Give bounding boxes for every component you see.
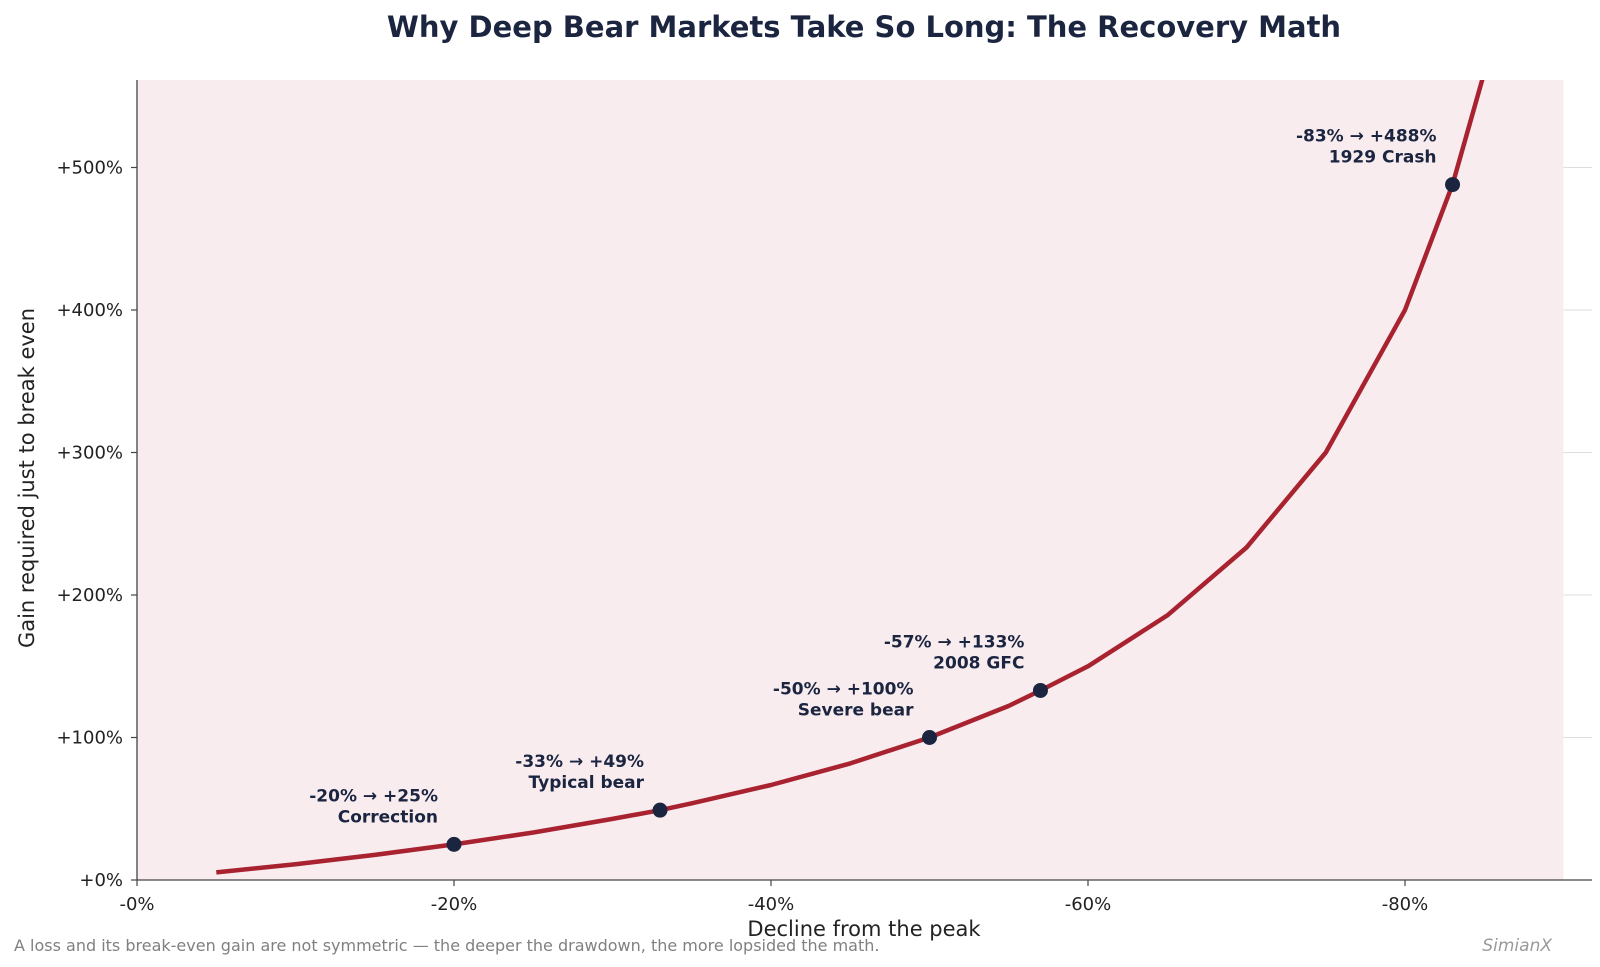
highlight-markers bbox=[446, 177, 1461, 852]
x-tick-label: -0% bbox=[119, 894, 154, 915]
highlight-point bbox=[922, 730, 937, 745]
annotation-event: Typical bear bbox=[529, 773, 645, 793]
annotation-change: -57% → +133% bbox=[884, 632, 1025, 652]
y-tick-label: +500% bbox=[56, 158, 123, 179]
tick-labels: -0% -20% -40% -60% -80% +0% +100% +200% +300% +40… bbox=[56, 158, 1428, 916]
break-even-line bbox=[216, 80, 1485, 875]
footer-note: A loss and its break-even gain are not s… bbox=[14, 936, 880, 955]
annotation-change: -33% → +49% bbox=[515, 752, 644, 772]
series-line-group bbox=[216, 80, 1485, 875]
annotation-event: Correction bbox=[338, 807, 438, 827]
highlight-point bbox=[1445, 177, 1461, 193]
x-axis-label: Decline from the peak bbox=[747, 917, 981, 941]
annotation-change: -20% → +25% bbox=[309, 786, 438, 806]
x-tick-label: -20% bbox=[431, 894, 478, 915]
highlight-point bbox=[652, 802, 668, 818]
annotation-event: 2008 GFC bbox=[933, 653, 1024, 673]
brand-watermark: SimianX bbox=[1482, 936, 1552, 956]
x-tick-label: -40% bbox=[748, 894, 795, 915]
chart-title: Why Deep Bear Markets Take So Long: The … bbox=[387, 10, 1341, 44]
y-tick-label: +300% bbox=[56, 443, 123, 464]
annotation-event: Severe bear bbox=[798, 701, 914, 721]
y-tick-label: +400% bbox=[56, 300, 123, 321]
y-axis-label: Gain required just to break even bbox=[15, 308, 39, 648]
annotation-change: -83% → +488% bbox=[1296, 127, 1437, 147]
annotation-event: 1929 Crash bbox=[1329, 148, 1437, 168]
shaded-region bbox=[137, 80, 1564, 880]
highlight-point bbox=[1032, 682, 1048, 698]
annotations: -20% → +25%Correction -33% → +49%Typical … bbox=[309, 127, 1436, 828]
shaded-area bbox=[137, 80, 1564, 880]
y-tick-label: +0% bbox=[79, 870, 123, 891]
x-tick-label: -80% bbox=[1382, 894, 1429, 915]
y-tick-label: +100% bbox=[56, 728, 123, 749]
x-tick-label: -60% bbox=[1065, 894, 1112, 915]
y-tick-label: +200% bbox=[56, 585, 123, 606]
axes bbox=[131, 80, 1592, 886]
highlight-point bbox=[446, 836, 462, 852]
annotation-change: -50% → +100% bbox=[773, 680, 914, 700]
